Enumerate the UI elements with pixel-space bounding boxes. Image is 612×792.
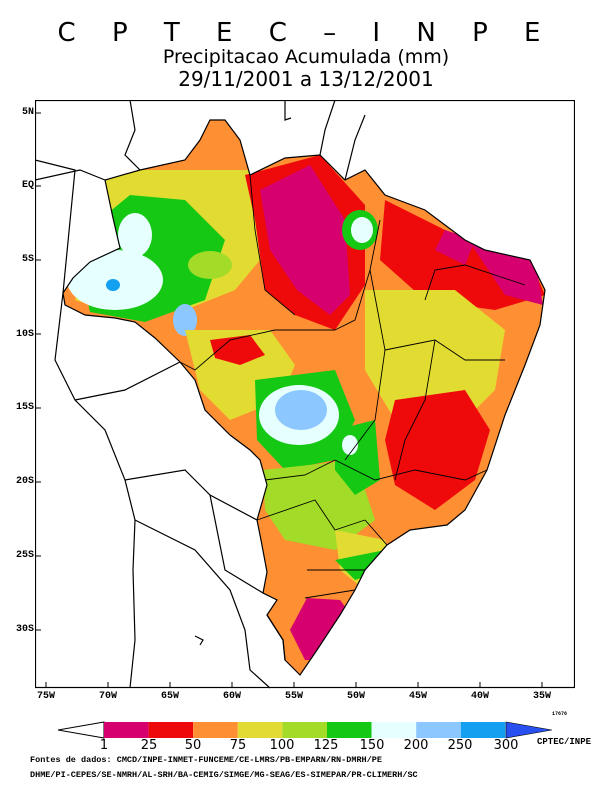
legend-label-1: 1	[99, 738, 109, 753]
country-borders	[35, 100, 546, 689]
precipitation-map	[35, 100, 575, 689]
legend-label-300: 300	[493, 738, 519, 753]
lon-label-45w: 45W	[408, 691, 428, 702]
border-sp-parana	[364, 519, 388, 546]
legend-box-100-125	[282, 722, 327, 738]
field-rondonia-red	[210, 335, 265, 365]
lon-label-75w: 75W	[36, 691, 56, 702]
axis-ticks	[35, 112, 543, 688]
lon-label-40w: 40W	[470, 691, 490, 702]
field-amazon-white2	[118, 213, 152, 257]
colombia-border	[35, 169, 106, 181]
border-amazonas-para	[249, 174, 296, 316]
argentina-border	[134, 519, 271, 689]
lon-label-60w: 60W	[222, 691, 242, 702]
legend-box-75-100	[237, 722, 283, 738]
legend-box-1-25	[104, 722, 149, 738]
field-goias-white	[342, 435, 358, 455]
legend-label-250: 250	[447, 738, 473, 753]
legend-label-100: 100	[269, 738, 295, 753]
border-minas-south	[334, 459, 488, 481]
agency-title: C P T E C – I N P E	[57, 18, 555, 48]
legend-high-arrow	[505, 721, 553, 739]
border-bahia-north	[384, 339, 505, 361]
legend-label-50: 50	[184, 738, 202, 753]
legend-box-150-200	[371, 722, 417, 738]
guyana-border	[284, 100, 292, 121]
border-tocantins-goias	[344, 269, 386, 461]
file-id: 17676	[552, 711, 568, 717]
legend-boxes	[104, 722, 506, 738]
peru-bolivia-border	[74, 361, 181, 401]
lat-label-30s: 30S	[15, 624, 34, 635]
uruguay-border	[266, 614, 286, 661]
lat-label-15s: 15S	[15, 402, 34, 413]
field-para-magenta	[260, 165, 350, 315]
border-para-tocantins	[334, 219, 381, 331]
lat-label-10s: 10S	[15, 329, 34, 340]
lon-label-65w: 65W	[160, 691, 180, 702]
lat-label-5s: 5S	[21, 254, 34, 265]
legend-box-200-250	[416, 722, 461, 738]
field-central-yellow	[365, 290, 505, 430]
field-amazon-blue	[106, 279, 120, 291]
data-sources-line1: Fontes de dados: CMCD/INPE-INMET-FUNCEME…	[30, 755, 382, 765]
legend-low-arrow	[58, 721, 105, 739]
field-west-lightblue	[173, 304, 197, 336]
legend-label-75: 75	[229, 738, 247, 753]
color-legend	[58, 721, 553, 739]
lon-label-55w: 55W	[284, 691, 304, 702]
lon-label-50w: 50W	[346, 691, 366, 702]
bolivia-south-border	[124, 469, 258, 521]
border-mt-ms	[264, 459, 336, 481]
map-frame	[35, 100, 575, 689]
field-marajo-white	[351, 217, 373, 243]
lat-label-25s: 25S	[15, 550, 34, 561]
field-northeast-magenta	[465, 235, 543, 305]
lat-label-20s: 20S	[15, 476, 34, 487]
falkland-fragment	[194, 635, 204, 646]
legend-label-25: 25	[140, 738, 158, 753]
border-ms-sp	[256, 499, 366, 531]
legend-label-200: 200	[403, 738, 429, 753]
legend-credit: CPTEC/INPE	[537, 737, 592, 747]
suriname-border	[319, 100, 336, 156]
lon-label-70w: 70W	[98, 691, 118, 702]
lat-label-eq: EQ	[21, 180, 34, 191]
field-mato-grosso-blue	[275, 390, 327, 430]
legend-label-125: 125	[313, 738, 339, 753]
brazil-outline	[62, 119, 546, 676]
border-piaui-ceara	[424, 264, 526, 301]
legend-label-150: 150	[359, 738, 385, 753]
border-bahia-minas	[394, 339, 436, 481]
state-borders	[179, 174, 526, 599]
french-guiana-border	[344, 114, 366, 181]
data-sources-line2: DHME/PI-CEPES/SE-NMRH/AL-SRH/BA-CEMIG/SI…	[30, 770, 418, 780]
lat-label-5n: 5N	[21, 107, 34, 118]
legend-box-250-300	[460, 722, 506, 738]
legend-box-50-75	[193, 722, 238, 738]
border-sc-rs	[304, 589, 356, 599]
period-title: 29/11/2001 a 13/12/2001	[178, 67, 434, 91]
paraguay-border	[209, 494, 264, 594]
peru-chile-coast	[35, 159, 136, 689]
border-amazonas-matogrosso	[179, 329, 335, 371]
variable-title: Precipitacao Acumulada (mm)	[162, 46, 450, 68]
field-west-lime	[188, 251, 232, 279]
legend-box-25-50	[148, 722, 194, 738]
venezuela-border	[124, 100, 141, 171]
lon-label-35w: 35W	[532, 691, 552, 702]
legend-box-125-150	[327, 722, 372, 738]
